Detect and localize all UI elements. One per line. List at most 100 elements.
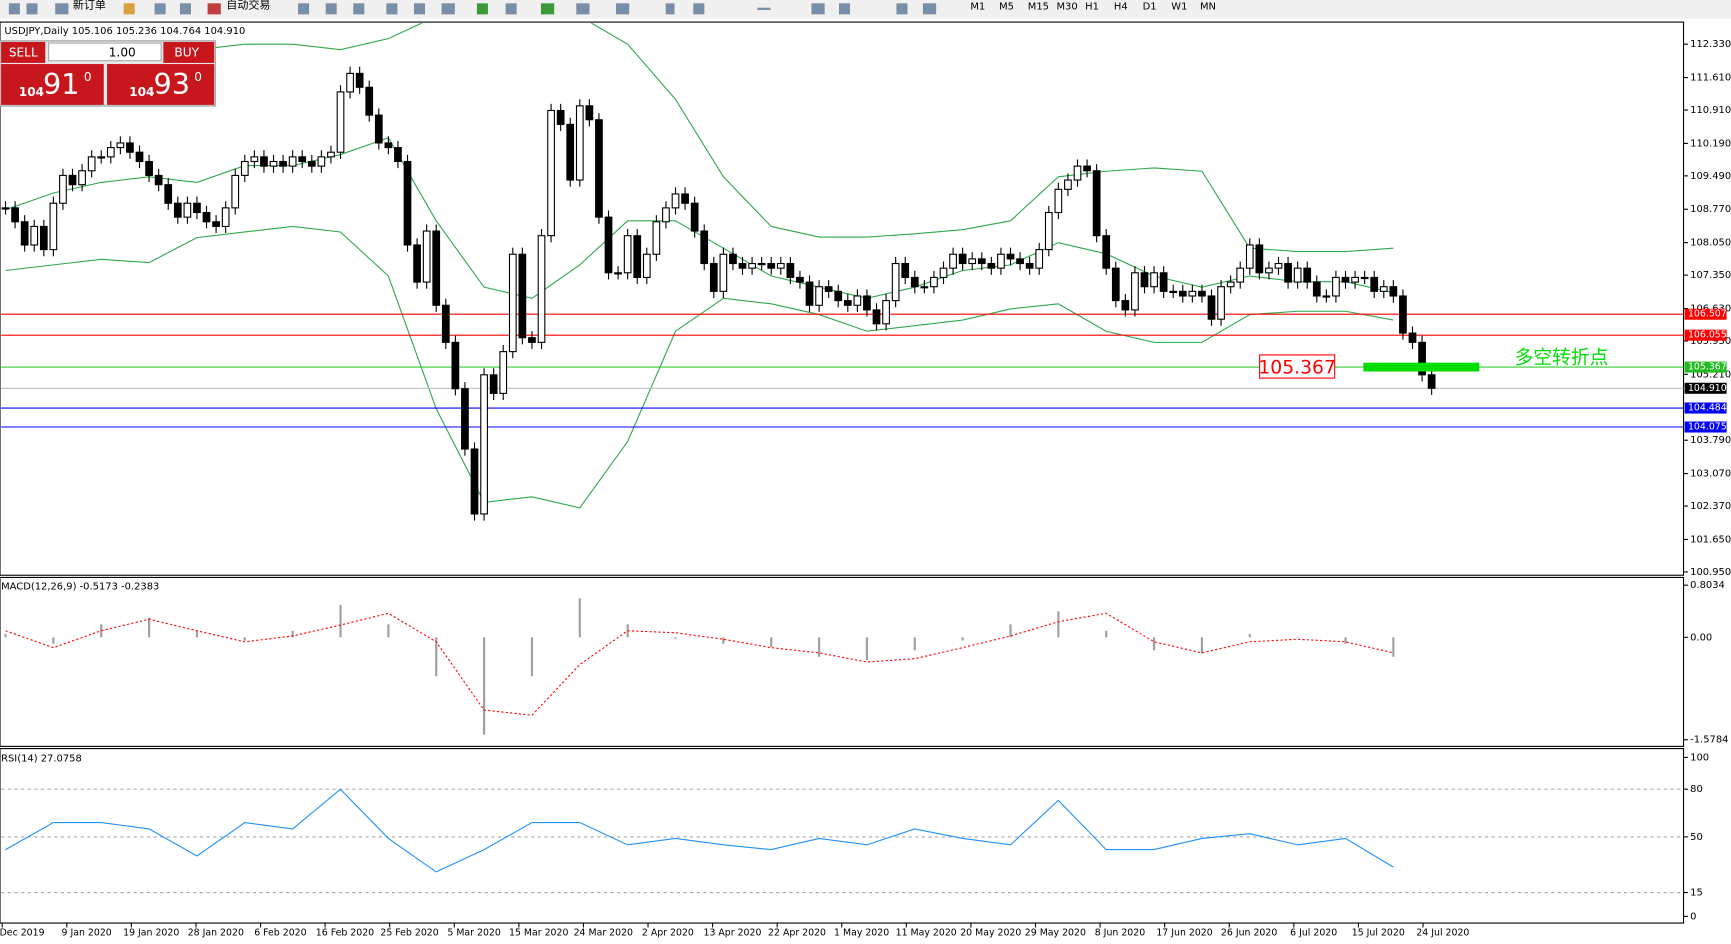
candle <box>843 300 852 306</box>
icon[interactable] <box>123 3 135 15</box>
icon[interactable] <box>8 3 20 15</box>
timeframe[interactable]: M5 <box>999 2 1014 13</box>
macd-bar <box>722 637 725 644</box>
icon[interactable] <box>55 3 69 15</box>
icon[interactable] <box>665 3 675 15</box>
candle <box>298 156 307 163</box>
icon[interactable] <box>386 3 398 15</box>
x-tick-label: Dec 2019 <box>0 927 45 938</box>
candle <box>164 184 173 204</box>
icon[interactable] <box>839 3 851 15</box>
candle <box>1265 267 1273 274</box>
candle <box>595 119 603 218</box>
icon[interactable] <box>896 3 908 15</box>
candle <box>1006 253 1015 260</box>
candle <box>767 262 776 269</box>
macd-bar <box>147 617 151 638</box>
timeframe[interactable]: MN <box>1200 2 1216 13</box>
candle <box>1025 262 1034 269</box>
candle <box>939 267 948 278</box>
x-tick-label: 22 Apr 2020 <box>768 927 826 938</box>
icon[interactable] <box>154 3 166 15</box>
buy-label: BUY <box>174 45 199 59</box>
y-tick-label: 107.350 <box>1690 270 1731 281</box>
icon[interactable] <box>298 3 310 15</box>
icon[interactable] <box>922 3 937 15</box>
candle <box>958 253 967 265</box>
timeframe[interactable]: H4 <box>1114 2 1128 13</box>
candle <box>508 253 517 353</box>
candle <box>566 123 575 181</box>
candle <box>556 109 565 125</box>
candle <box>1092 170 1101 237</box>
candle <box>575 105 584 181</box>
icon[interactable] <box>179 3 191 15</box>
axes: 112.330 111.610 110.910 110.190 109.490 108.7… <box>0 39 1731 938</box>
y-tick-label: 105.930 <box>1690 336 1731 347</box>
candle <box>68 174 77 186</box>
candle <box>623 235 632 274</box>
icon[interactable] <box>476 3 488 15</box>
macd-bar <box>961 637 964 641</box>
sell-price-box[interactable] <box>1 64 104 105</box>
candle <box>355 72 364 88</box>
candle <box>1198 290 1206 297</box>
level-label: 105.367 <box>1688 362 1727 373</box>
icon[interactable] <box>576 3 590 15</box>
candle <box>805 281 814 306</box>
candle <box>1322 295 1331 298</box>
annotation-price: 105.367 <box>1258 358 1336 379</box>
candle <box>1284 262 1292 283</box>
icon[interactable] <box>353 3 365 15</box>
buy-price-box[interactable] <box>107 64 215 105</box>
candle <box>1016 258 1024 265</box>
icon[interactable] <box>325 3 337 15</box>
bollinger-lower <box>5 225 1394 509</box>
icon[interactable] <box>757 7 771 10</box>
candle <box>709 262 718 292</box>
candle <box>834 290 843 302</box>
x-tick-label: 6 Jul 2020 <box>1290 927 1337 938</box>
candle <box>106 147 115 158</box>
candle <box>231 174 240 209</box>
icon[interactable] <box>811 3 825 15</box>
timeframe[interactable]: W1 <box>1171 2 1187 13</box>
candle <box>1360 276 1369 280</box>
icon[interactable] <box>26 3 38 15</box>
candle <box>97 156 106 159</box>
timeframe[interactable]: M30 <box>1056 2 1077 13</box>
volume-input[interactable] <box>48 42 162 62</box>
candle <box>910 276 919 288</box>
candle <box>480 374 488 515</box>
icon[interactable] <box>441 3 455 15</box>
candle <box>585 105 594 121</box>
icon[interactable] <box>616 3 630 15</box>
candle <box>327 151 335 158</box>
buy-button[interactable] <box>163 41 215 63</box>
candle <box>1207 295 1216 320</box>
x-tick-label: 25 Feb 2020 <box>380 927 438 938</box>
candle <box>1102 235 1111 269</box>
timeframe[interactable]: H1 <box>1085 2 1099 13</box>
sell-digits: 91 <box>43 67 80 101</box>
timeframe[interactable]: M15 <box>1028 2 1049 13</box>
rsi-line <box>5 788 1394 873</box>
sell-button[interactable] <box>1 41 46 63</box>
timeframe[interactable]: D1 <box>1143 2 1157 13</box>
candle <box>135 151 144 163</box>
new-order[interactable]: 新订单 <box>73 0 106 12</box>
auto-trading[interactable]: 自动交易 <box>226 0 270 12</box>
macd-bar <box>578 598 581 638</box>
timeframe[interactable]: M1 <box>970 2 985 13</box>
icon[interactable] <box>413 3 426 15</box>
candle <box>518 253 527 339</box>
icon[interactable] <box>693 3 705 15</box>
macd-bar <box>1344 637 1347 644</box>
candle <box>1188 290 1197 297</box>
icon[interactable] <box>505 3 517 15</box>
level-label: 104.910 <box>1688 383 1727 394</box>
icon[interactable] <box>540 3 555 15</box>
icon[interactable] <box>207 3 221 15</box>
macd-bar <box>1152 637 1156 651</box>
